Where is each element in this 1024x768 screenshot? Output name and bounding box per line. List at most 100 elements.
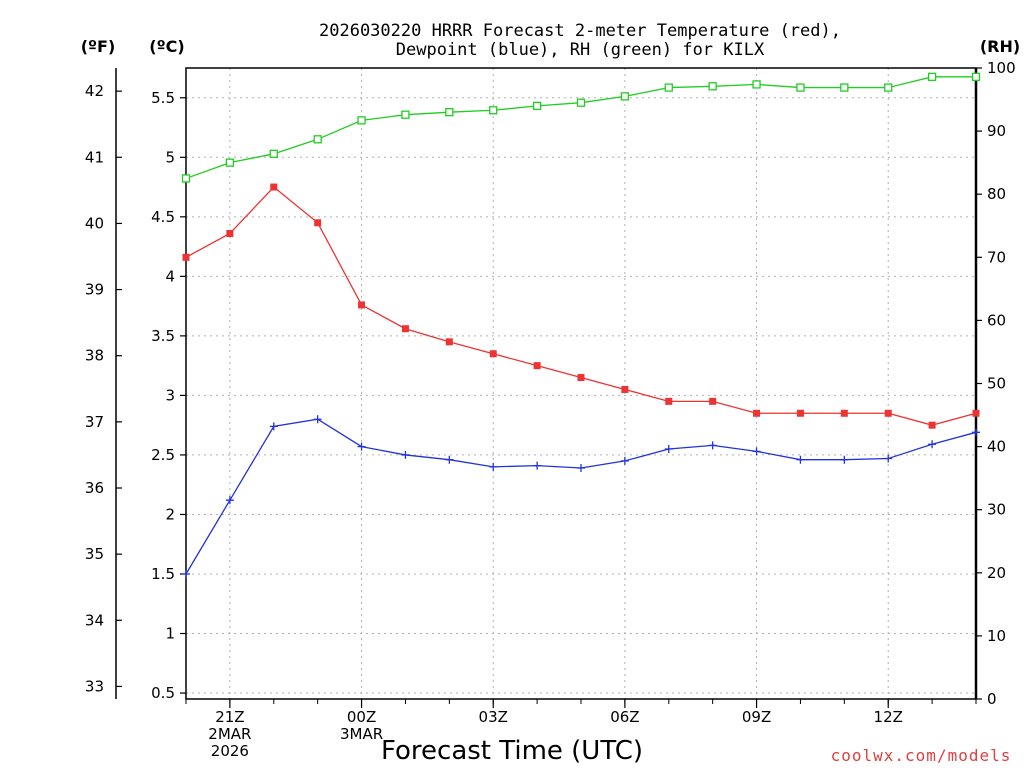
- temperature-point: [972, 409, 980, 417]
- rh-unit-label: (RH): [980, 37, 1020, 56]
- rh-point: [840, 83, 849, 92]
- dewpoint-point: [533, 461, 542, 470]
- rh-point: [181, 174, 191, 183]
- temperature-point: [270, 183, 278, 191]
- dewpoint-point: [620, 456, 629, 465]
- x-tick-label: 00Z: [347, 708, 376, 726]
- fahrenheit-tick-label: 33: [85, 677, 104, 695]
- fahrenheit-tick-label: 38: [85, 347, 104, 365]
- temperature-point: [884, 409, 892, 417]
- rh-tick-label: 30: [987, 501, 1006, 519]
- temperature-point: [840, 409, 848, 417]
- temperature-point: [533, 362, 541, 370]
- temperature-point: [753, 409, 761, 417]
- temperature-point: [665, 397, 673, 405]
- celsius-tick-label: 2: [165, 505, 175, 523]
- celsius-tick-label: 1.5: [151, 565, 175, 583]
- rh-point: [357, 116, 366, 125]
- celsius-tick-label: 4: [165, 267, 175, 285]
- temperature-line: [185, 186, 977, 426]
- fahrenheit-tick-label: 40: [85, 214, 104, 232]
- dewpoint-point: [445, 455, 454, 464]
- temperature-point: [489, 350, 497, 358]
- celsius-tick-label: 3.5: [151, 327, 175, 345]
- temperature-point: [401, 325, 409, 333]
- x-tick-label: 03Z: [479, 708, 508, 726]
- x-tick-label: 12Z: [874, 708, 903, 726]
- temperature-point: [182, 253, 190, 261]
- temperature-point: [621, 385, 629, 393]
- dewpoint-line: [185, 418, 977, 575]
- x-tick-label: 06Z: [610, 708, 639, 726]
- x-tick-label: 2MAR: [208, 725, 251, 743]
- dewpoint-point: [664, 444, 673, 453]
- rh-point: [796, 83, 805, 92]
- x-axis-label: Forecast Time (UTC): [381, 736, 643, 766]
- rh-point: [401, 110, 410, 119]
- temperature-point: [358, 301, 366, 309]
- fahrenheit-tick-label: 34: [85, 611, 104, 629]
- dewpoint-point: [796, 455, 805, 464]
- rh-point: [532, 101, 542, 111]
- fahrenheit-tick-label: 37: [85, 413, 104, 431]
- rh-point: [752, 80, 761, 89]
- rh-tick-label: 20: [987, 564, 1006, 582]
- rh-tick-label: 80: [987, 185, 1006, 203]
- temperature-point: [928, 421, 936, 429]
- rh-tick-label: 90: [987, 122, 1006, 140]
- rh-tick-label: 10: [987, 627, 1006, 645]
- celsius-tick-label: 5: [165, 148, 175, 166]
- rh-tick-label: 40: [987, 438, 1006, 456]
- dewpoint-point: [577, 464, 585, 473]
- celsius-tick-label: 3: [165, 386, 175, 404]
- plot-frame: [185, 67, 977, 700]
- rh-tick-label: 100: [987, 59, 1016, 77]
- dewpoint-point: [225, 496, 234, 505]
- celsius-tick-label: 5.5: [151, 89, 175, 107]
- temperature-point: [577, 374, 585, 382]
- rh-point: [971, 72, 981, 81]
- rh-tick-label: 60: [987, 311, 1006, 329]
- data-series: [181, 72, 981, 578]
- rh-point: [445, 108, 454, 117]
- x-tick-label: 2026: [211, 742, 249, 760]
- dewpoint-point: [972, 428, 980, 437]
- dewpoint-point: [928, 440, 937, 449]
- temperature-point: [796, 409, 804, 417]
- rh-point: [927, 72, 937, 81]
- rh-line: [185, 76, 976, 180]
- x-tick-label: 09Z: [742, 708, 771, 726]
- dewpoint-point: [313, 415, 322, 424]
- fahrenheit-tick-label: 41: [85, 148, 104, 166]
- rh-tick-label: 0: [987, 690, 997, 708]
- fahrenheit-tick-label: 35: [85, 545, 104, 563]
- temperature-point: [226, 229, 234, 237]
- dewpoint-point: [357, 442, 366, 451]
- rh-point: [708, 82, 717, 91]
- temperature-point: [709, 397, 717, 405]
- rh-point: [269, 149, 278, 158]
- rh-tick-label: 70: [987, 248, 1006, 266]
- dewpoint-point: [884, 454, 893, 463]
- temperature-point: [445, 338, 453, 346]
- axes: 0.5 1 1.5 2 2.5 3 3.5 4 4.5 5 5.5 33 34 35 36 37 38 39 40 4…: [85, 59, 1016, 760]
- fahrenheit-tick-label: 36: [85, 479, 104, 497]
- fahrenheit-unit-label: (ºF): [81, 37, 116, 56]
- celsius-tick-label: 2.5: [151, 446, 175, 464]
- dewpoint-point: [489, 462, 498, 471]
- rh-point: [884, 83, 893, 92]
- rh-point: [576, 98, 586, 107]
- x-tick-label: 3MAR: [340, 725, 383, 743]
- celsius-tick-label: 4.5: [151, 208, 175, 226]
- rh-point: [664, 83, 673, 92]
- fahrenheit-tick-label: 39: [85, 281, 104, 299]
- temperature-point: [314, 219, 322, 227]
- celsius-tick-label: 1: [165, 625, 175, 643]
- rh-point: [620, 92, 630, 101]
- dewpoint-point: [269, 422, 278, 431]
- gridlines: [186, 68, 976, 699]
- x-tick-label: 21Z: [215, 708, 244, 726]
- dewpoint-point: [708, 441, 717, 450]
- rh-point: [313, 135, 322, 144]
